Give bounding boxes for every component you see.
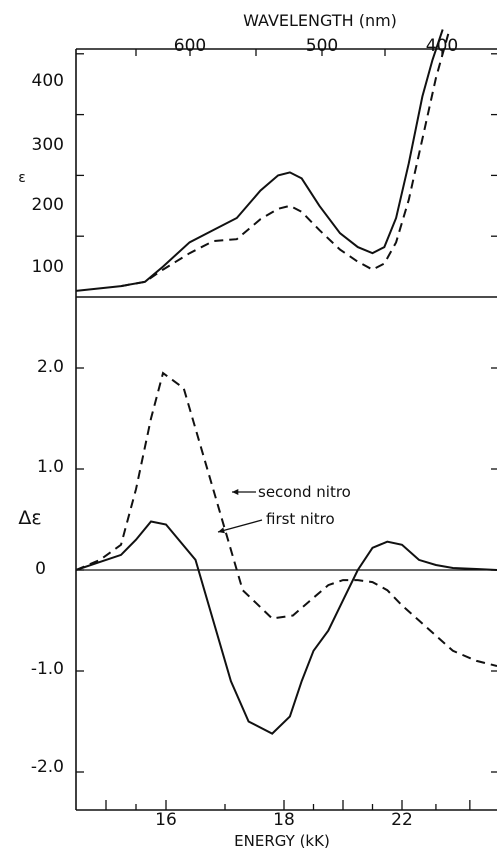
arrow-first-nitro-head <box>218 527 225 534</box>
y-axis-label-delta-epsilon: Δε <box>18 507 41 529</box>
top-axis-title: WAVELENGTH (nm) <box>243 11 397 30</box>
cd-series-solid <box>75 520 497 735</box>
ytick-label-200: 200 <box>32 195 64 215</box>
cd-series-dashed <box>75 371 497 667</box>
absorption-series-solid <box>75 29 444 292</box>
ytick-label-100: 100 <box>32 257 64 277</box>
top-tick-label-500: 500 <box>306 36 338 56</box>
x-axis-title: ENERGY (kK) <box>234 832 330 850</box>
xtick-label-16: 16 <box>155 810 177 830</box>
xtick-label-18: 18 <box>273 810 295 830</box>
y-axis-label-epsilon: ε <box>18 170 26 186</box>
ytick-label-1.0: 1.0 <box>37 457 64 477</box>
ytick-label-2.0: 2.0 <box>37 357 64 377</box>
annotation-first-nitro: first nitro <box>266 510 335 528</box>
ytick-label-400: 400 <box>32 71 64 91</box>
ytick-label-0: 0 <box>35 559 46 579</box>
ytick-label-minus-2.0: -2.0 <box>31 757 64 777</box>
arrow-first-nitro-shaft <box>217 519 263 533</box>
annotation-second-nitro: second nitro <box>258 483 351 501</box>
ytick-label-minus-1.0: -1.0 <box>31 659 64 679</box>
chart-marks <box>75 29 497 811</box>
xtick-label-22: 22 <box>391 810 413 830</box>
absorption-series-dashed <box>120 29 451 288</box>
ytick-label-300: 300 <box>32 135 64 155</box>
top-tick-label-400: 400 <box>426 36 458 56</box>
arrow-second-nitro-head <box>232 488 239 496</box>
top-tick-label-600: 600 <box>174 36 206 56</box>
